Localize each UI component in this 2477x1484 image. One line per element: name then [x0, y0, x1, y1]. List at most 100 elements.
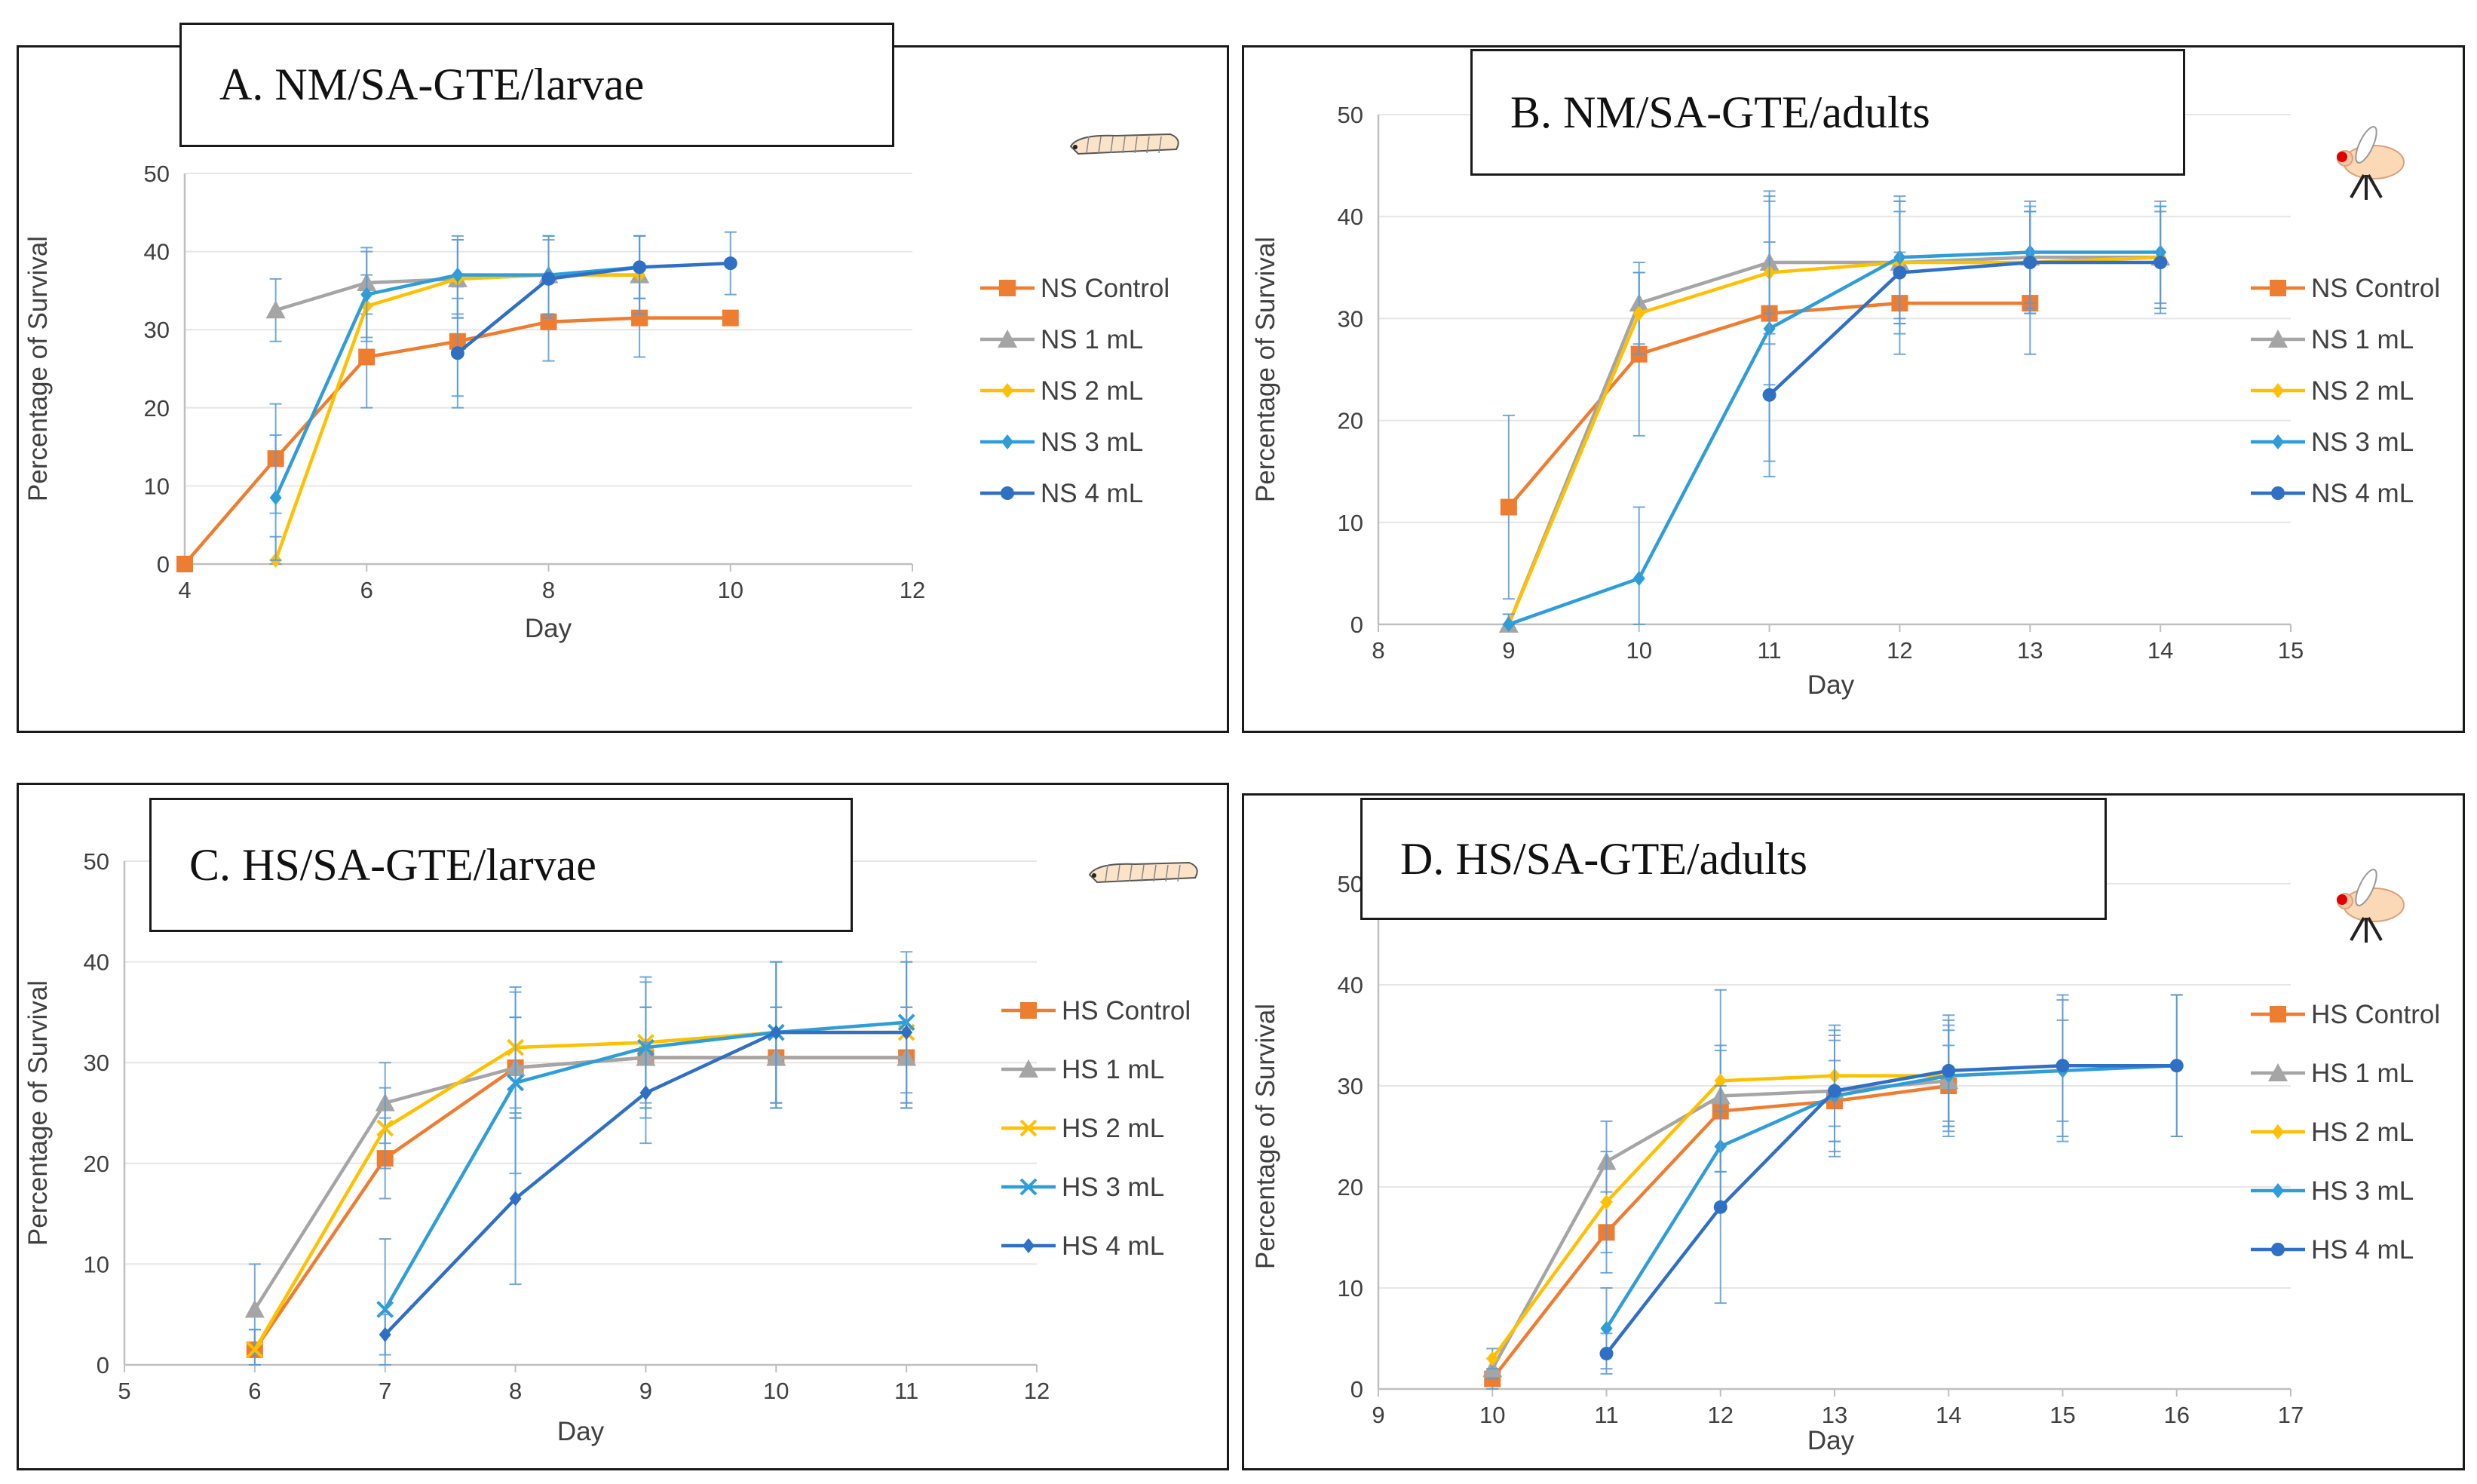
panel-a-legend-label: NS 2 mL — [1041, 376, 1143, 406]
panel-b-series-line — [1508, 250, 2161, 627]
panel-d-legend-item: HS 4 mL — [2251, 1235, 2414, 1265]
panel-c-ytick-label: 0 — [97, 1352, 109, 1378]
panel-a-legend-marker — [1001, 486, 1014, 500]
panel-d-xtick-label: 10 — [1479, 1402, 1505, 1428]
panel-c-data-point — [244, 1299, 265, 1318]
panel-b-legend-item: NS 2 mL — [2251, 376, 2414, 406]
panel-a-data-point — [360, 287, 373, 302]
panel-b-legend-label: NS 1 mL — [2311, 325, 2414, 354]
panel-d-data-point — [1600, 1320, 1613, 1336]
panel-d-data-point — [1828, 1084, 1841, 1098]
panel-d-ytick-label: 40 — [1338, 972, 1363, 998]
panel-d-xtick-label: 11 — [1594, 1402, 1618, 1428]
panel-c-legend-marker — [1019, 1059, 1038, 1078]
panel-d-legend-marker — [2268, 1063, 2288, 1081]
larva-icon — [1069, 133, 1179, 155]
panel-a-data-point — [265, 300, 286, 319]
panel-c-series — [376, 951, 915, 1366]
panel-c-data-point — [246, 1341, 264, 1359]
panel-d-legend-label: HS 4 mL — [2311, 1235, 2414, 1265]
panel-c-title: C. HS/SA-GTE/larvae — [149, 798, 853, 932]
panel-a-legend-item: NS Control — [980, 274, 1170, 303]
panel-b-data-point — [1893, 265, 1907, 280]
panel-c-data-point — [639, 1085, 652, 1101]
panel-a-ytick-label: 40 — [144, 239, 170, 265]
panel-b-xtick-label: 15 — [2278, 637, 2304, 664]
panel-a-ytick-label: 50 — [144, 161, 170, 187]
panel-c-data-point — [507, 1074, 524, 1092]
panel-c-data-point — [770, 1025, 783, 1041]
panel-b-legend-marker — [2272, 434, 2284, 449]
panel-a-legend-label: NS 1 mL — [1041, 325, 1143, 354]
panel-b-data-point — [2023, 256, 2037, 270]
panel-b-series-line — [1507, 256, 2161, 625]
panel-c-y-axis-title: Percentage of Survival — [23, 980, 53, 1246]
panel-a-title: A. NM/SA-GTE/larvae — [179, 23, 894, 147]
panel-d-legend-marker — [2271, 1243, 2285, 1256]
panel-a-data-point — [450, 346, 464, 360]
panel-b-legend-item: NS 4 mL — [2251, 479, 2414, 508]
panel-c-data-point — [376, 1119, 394, 1137]
panel-b-legend-marker — [2270, 280, 2286, 296]
panel-a-chart: 0 10 20 30 40 50 4 6 8 10 12 Day Percentage of Survi… — [23, 133, 1179, 643]
panel-b-xtick-label: 12 — [1887, 637, 1912, 664]
fly-icon — [2337, 869, 2405, 943]
panel-c-legend-item: HS 3 mL — [1001, 1173, 1164, 1202]
panel-a-xtick-label: 6 — [360, 577, 373, 603]
panel-b-title: B. NM/SA-GTE/adults — [1470, 49, 2185, 176]
panel-c-legend-marker — [1022, 1238, 1035, 1253]
panel-d-xtick-label: 15 — [2049, 1402, 2075, 1428]
panel-d-ytick-label: 30 — [1338, 1073, 1363, 1099]
panel-b-data-point — [2154, 256, 2168, 270]
panel-c-xtick-label: 12 — [1024, 1378, 1050, 1404]
panel-a-legend-item: NS 3 mL — [980, 428, 1143, 457]
panel-b-series-line — [1507, 256, 2161, 625]
panel-b-ytick-label: 40 — [1338, 204, 1363, 230]
panel-a-legend-marker — [1001, 434, 1013, 449]
panel-c-legend-label: HS 4 mL — [1062, 1231, 1164, 1261]
panel-a-legend-label: NS Control — [1041, 274, 1170, 303]
panel-b-xtick-label: 8 — [1372, 637, 1384, 664]
panel-c-legend-marker — [1019, 1178, 1038, 1196]
panel-b-y-axis-title: Percentage of Survival — [1251, 237, 1280, 502]
panel-b-legend-label: NS Control — [2311, 274, 2440, 303]
panel-a-legend-label: NS 3 mL — [1041, 428, 1143, 457]
panel-c-data-point — [900, 1025, 913, 1041]
panel-a-ytick-label: 0 — [157, 551, 170, 578]
panel-d-data-point — [2055, 1059, 2070, 1073]
panel-d-legend-item: HS 3 mL — [2251, 1176, 2414, 1206]
panel-b-legend-marker — [2271, 486, 2285, 500]
panel-a-legend-marker — [999, 280, 1016, 296]
panel-c-legend-marker — [1019, 1119, 1038, 1137]
panel-d-legend-label: HS Control — [2311, 1000, 2440, 1029]
panel-d-y-axis-title: Percentage of Survival — [1251, 1004, 1280, 1269]
panel-b-xtick-label: 11 — [1757, 637, 1781, 664]
panel-d-title: D. HS/SA-GTE/adults — [1360, 798, 2107, 920]
panel-a-ytick-label: 20 — [144, 395, 170, 422]
panel-d-legend-marker — [2270, 1006, 2286, 1023]
panel-b-ytick-label: 50 — [1338, 102, 1363, 128]
panel-c-legend-item: HS 2 mL — [1001, 1114, 1164, 1143]
panel-b-xtick-label: 14 — [2147, 637, 2173, 664]
panel-d-ytick-label: 50 — [1338, 871, 1363, 897]
panel-d-series — [1486, 989, 2069, 1370]
panel-a-data-point — [451, 267, 464, 283]
panel-c-chart: 0 10 20 30 40 50 5 6 7 8 9 10 11 12 Day Percentage of S… — [23, 848, 1198, 1446]
panel-c-series — [246, 1006, 915, 1366]
panel-a-data-point — [176, 556, 193, 572]
panel-d-series — [1600, 994, 2183, 1370]
panel-c-legend-item: HS Control — [1001, 996, 1191, 1026]
panel-d-xtick-label: 17 — [2278, 1402, 2304, 1428]
panel-a-xtick-label: 12 — [900, 577, 925, 603]
panel-c-ytick-label: 20 — [84, 1151, 109, 1177]
panel-b-series-line — [1768, 260, 2161, 397]
panel-d-ytick-label: 0 — [1350, 1376, 1363, 1403]
panel-d-xtick-label: 14 — [1936, 1402, 1961, 1428]
panel-d-legend-label: HS 1 mL — [2311, 1059, 2414, 1088]
panel-d-x-axis-title: Day — [1807, 1426, 1855, 1455]
panel-c-ytick-label: 40 — [84, 949, 109, 976]
panel-c-legend-label: HS Control — [1062, 996, 1191, 1026]
panel-a-legend-marker — [998, 330, 1017, 348]
panel-b-legend-marker — [2268, 330, 2288, 348]
panel-c-ytick-label: 50 — [84, 848, 109, 875]
